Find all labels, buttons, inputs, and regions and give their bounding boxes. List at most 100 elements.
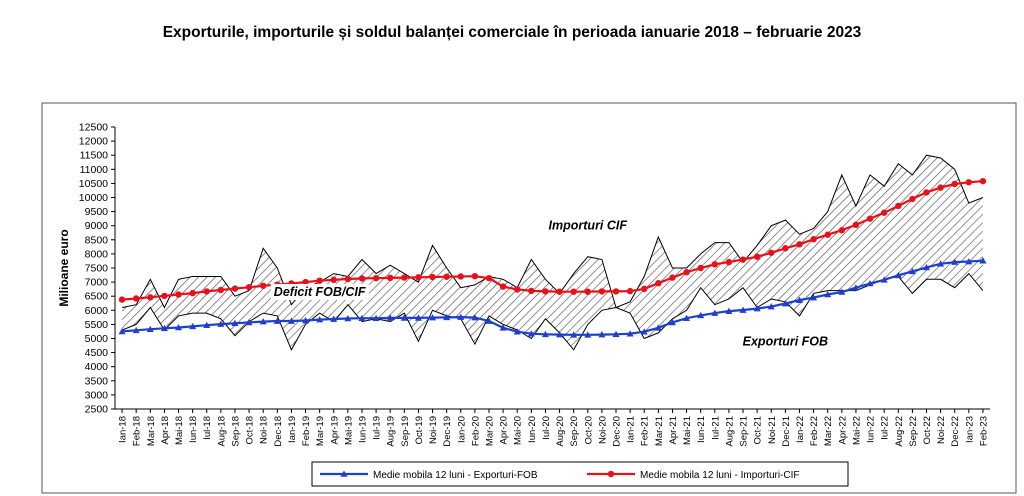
x-tick-label: Apr-19 — [329, 416, 340, 445]
imports-avg-point — [697, 264, 704, 272]
x-tick-label: Mai-21 — [682, 416, 693, 445]
imports-avg-point — [429, 273, 436, 281]
imports-avg-point — [965, 179, 973, 186]
exports-avg-point — [344, 314, 352, 322]
exports-avg-point — [457, 313, 465, 320]
plot-area: 2500 3000 3500 4000 4500 5000 5500 6000 6500 7000… — [57, 122, 990, 487]
exports-avg-point — [316, 316, 324, 323]
imports-avg-point — [683, 269, 690, 276]
imports-avg-point — [556, 288, 563, 295]
y-axis-title: Milioane euro — [57, 229, 71, 306]
y-tick-label: 8500 — [85, 234, 109, 246]
x-tick-label: Mai-22 — [851, 416, 862, 445]
imports-avg-point — [217, 286, 225, 294]
exports-avg-point — [852, 284, 860, 291]
x-tick-label: Feb-18 — [132, 416, 143, 446]
imports-avg-point — [485, 274, 493, 282]
y-tick-label: 3500 — [85, 375, 109, 387]
y-tick-label: 5500 — [85, 319, 109, 331]
x-tick-label: Ian-22 — [795, 416, 806, 443]
exports-avg-point — [513, 328, 521, 335]
x-tick-label: Oct-21 — [753, 416, 764, 445]
imports-avg-point — [542, 288, 549, 295]
exports-avg-point — [245, 318, 253, 326]
imports-avg-point — [838, 227, 846, 234]
exports-avg-point — [697, 311, 705, 319]
imports-avg-point — [245, 283, 253, 291]
imports-avg-point — [415, 274, 422, 281]
imports-avg-point — [655, 280, 662, 287]
x-tick-label: Mai-18 — [174, 416, 185, 445]
legend-label-exports: Medie mobila 12 luni - Exporturi-FOB — [373, 470, 538, 481]
x-tick-label: Ian-23 — [964, 416, 975, 443]
imports-avg-point — [626, 287, 634, 295]
exports-moving-avg-line — [122, 259, 983, 336]
imports-avg-point — [824, 231, 831, 238]
imports-cif-line — [122, 154, 984, 309]
exports-avg-point — [922, 263, 930, 271]
exports-avg-point — [175, 324, 183, 331]
y-tick-label: 2500 — [85, 404, 109, 416]
x-tick-label: Aug-21 — [724, 416, 735, 447]
y-tick-label: 11500 — [80, 150, 109, 162]
exports-avg-point — [400, 314, 408, 321]
x-tick-label: Noi-21 — [767, 416, 778, 444]
exports-avg-point — [217, 320, 225, 327]
x-tick-label: Aug-18 — [216, 416, 227, 447]
x-tick-label: Feb-22 — [809, 416, 820, 446]
imports-avg-point — [387, 274, 394, 282]
exports-avg-point — [118, 327, 126, 335]
exports-avg-point — [965, 258, 973, 265]
x-tick-label: Aug-22 — [894, 416, 905, 447]
imports-avg-point — [584, 288, 591, 295]
exports-avg-point — [626, 330, 634, 337]
x-tick-label: Apr-18 — [160, 416, 171, 445]
imports-avg-point — [880, 209, 888, 216]
y-tick-label: 10000 — [79, 192, 108, 204]
x-tick-label: Oct-18 — [245, 416, 256, 445]
exports-avg-point — [753, 305, 761, 312]
imports-avg-point — [937, 184, 944, 191]
exports-avg-point — [372, 314, 380, 321]
exports-avg-point — [810, 294, 818, 301]
exports-avg-point — [838, 288, 846, 295]
imports-avg-point — [330, 276, 337, 284]
x-tick-label: Mai-20 — [513, 416, 524, 445]
x-tick-label: Noi-18 — [259, 416, 270, 444]
imports-avg-point — [979, 177, 987, 185]
legend-label-imports: Medie mobila 12 luni - Importuri-CIF — [640, 470, 800, 481]
imports-avg-point — [782, 245, 789, 252]
imports-avg-point — [147, 294, 154, 301]
y-tick-label: 6000 — [85, 305, 109, 317]
imports-avg-point — [866, 215, 874, 222]
imports-avg-point — [499, 283, 507, 290]
x-tick-label: Sep-18 — [230, 416, 241, 447]
x-tick-label: Ian-18 — [118, 416, 129, 443]
legend-marker-exports — [340, 470, 348, 477]
imports-avg-point — [768, 249, 775, 256]
imports-avg-point — [161, 292, 168, 300]
legend-marker-imports — [607, 470, 615, 478]
exports-avg-point — [866, 280, 874, 287]
exports-avg-point — [937, 260, 945, 267]
x-tick-label: Iul-22 — [880, 416, 891, 440]
x-tick-label: Noi-22 — [936, 416, 947, 444]
imports-avg-point — [175, 291, 182, 298]
exports-avg-point — [160, 324, 168, 332]
imports-avg-point — [344, 275, 352, 283]
x-tick-label: Dec-22 — [950, 416, 961, 447]
exports-avg-point — [979, 257, 987, 264]
y-tick-label: 9000 — [85, 220, 109, 232]
imports-avg-point — [528, 287, 535, 295]
imports-avg-point — [725, 258, 733, 266]
x-tick-label: Dec-19 — [442, 416, 453, 447]
exports-avg-point — [443, 313, 451, 321]
exports-avg-point — [541, 330, 549, 338]
x-tick-label: Feb-20 — [470, 416, 481, 446]
exports-avg-point — [725, 307, 733, 314]
exports-avg-point — [739, 306, 747, 313]
imports-avg-point — [358, 275, 366, 282]
x-tick-label: Oct-20 — [583, 416, 594, 445]
x-tick-label: Dec-18 — [273, 416, 284, 447]
